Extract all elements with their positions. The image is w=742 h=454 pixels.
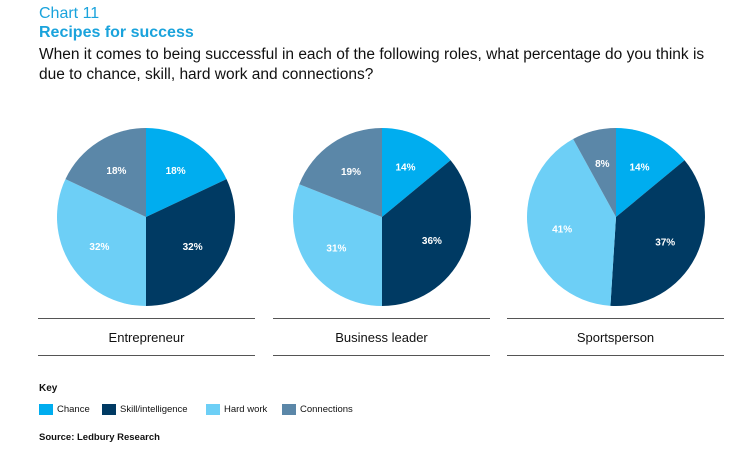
legend-label-skill: Skill/intelligence	[120, 403, 188, 415]
pie-entrepreneur: 18% 32% 32% 18%	[57, 128, 235, 306]
pie-slice-chance	[382, 128, 451, 217]
legend-swatch-chance	[39, 403, 53, 415]
pie-value-label-hard-work: 31%	[326, 244, 346, 255]
legend-item-hard-work: Hard work	[206, 402, 267, 416]
legend-label-connections: Connections	[300, 403, 353, 415]
pie-slice-hard-work	[57, 179, 146, 306]
legend-swatch-connections	[282, 403, 296, 415]
pie-value-label-skill-intelligence: 36%	[422, 236, 442, 247]
chart-title: Recipes for success	[39, 24, 194, 41]
legend-swatch-hard-work	[206, 403, 220, 415]
pie-business-leader: 14% 36% 31% 19%	[293, 128, 472, 306]
pie-slice-chance	[616, 128, 685, 217]
pie-value-label-connections: 8%	[595, 159, 610, 170]
caption-rule-top-3	[507, 318, 724, 319]
pie-slice-chance	[146, 128, 227, 217]
pie-value-label-connections: 19%	[341, 167, 361, 178]
chart-subtitle: When it comes to being successful in eac…	[39, 46, 705, 83]
caption-rule-bottom-2	[273, 355, 490, 356]
pie-slice-hard-work	[527, 139, 616, 306]
legend-item-connections: Connections	[282, 402, 353, 416]
pie-value-label-hard-work: 41%	[552, 225, 572, 236]
pie-value-label-chance: 14%	[395, 163, 415, 174]
caption-rule-bottom-3	[507, 355, 724, 356]
chart-number: Chart 11	[39, 5, 100, 22]
legend-label-chance: Chance	[57, 403, 90, 415]
pie-value-label-chance: 14%	[629, 163, 649, 174]
pie-value-label-hard-work: 32%	[89, 242, 109, 253]
pie-slice-skill-intelligence	[610, 160, 706, 306]
caption-rule-bottom-1	[38, 355, 255, 356]
key-title: Key	[39, 383, 58, 394]
pie-slice-connections	[299, 128, 382, 217]
caption-rule-top-1	[38, 318, 255, 319]
caption-rule-top-2	[273, 318, 490, 319]
legend-label-hard-work: Hard work	[224, 403, 268, 415]
pie-slice-skill-intelligence	[146, 179, 235, 306]
pie-value-label-skill-intelligence: 37%	[655, 238, 675, 249]
pie-value-label-connections: 18%	[106, 166, 126, 177]
pie-slice-hard-work	[293, 184, 382, 306]
pie-label-sportsperson: Sportsperson	[576, 330, 655, 345]
legend-swatch-skill	[102, 403, 116, 415]
pie-sportsperson: 14% 37% 41% 8%	[527, 127, 706, 306]
pie-slice-skill-intelligence	[382, 160, 472, 306]
pie-value-label-skill-intelligence: 32%	[183, 242, 203, 253]
legend-item-skill: Skill/intelligence	[102, 402, 188, 416]
pie-slice-connections	[573, 127, 616, 217]
pie-label-business-leader: Business leader	[335, 330, 428, 345]
source-note: Source: Ledbury Research	[39, 432, 160, 443]
pie-label-entrepreneur: Entrepreneur	[108, 330, 185, 345]
legend-item-chance: Chance	[39, 402, 90, 416]
pie-slice-connections	[65, 128, 146, 217]
pie-value-label-chance: 18%	[166, 166, 186, 177]
